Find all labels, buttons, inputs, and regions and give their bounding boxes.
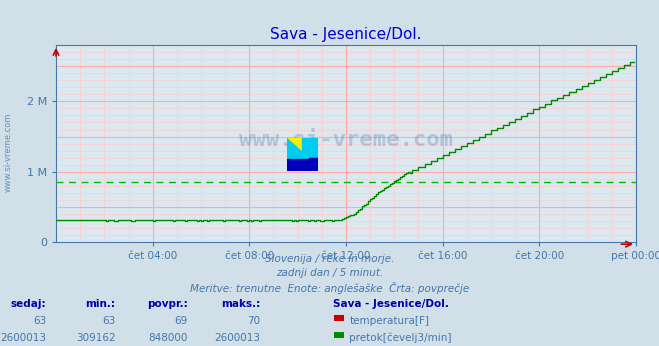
Text: min.:: min.: (85, 299, 115, 309)
Text: www.si-vreme.com: www.si-vreme.com (239, 130, 453, 150)
Text: sedaj:: sedaj: (11, 299, 46, 309)
Text: www.si-vreme.com: www.si-vreme.com (3, 112, 13, 192)
Text: 2600013: 2600013 (214, 333, 260, 343)
Text: Slovenija / reke in morje.: Slovenija / reke in morje. (265, 254, 394, 264)
Text: zadnji dan / 5 minut.: zadnji dan / 5 minut. (276, 268, 383, 278)
Text: 2600013: 2600013 (0, 333, 46, 343)
Polygon shape (287, 138, 309, 158)
Text: 63: 63 (102, 316, 115, 326)
Text: 848000: 848000 (148, 333, 188, 343)
Text: maks.:: maks.: (221, 299, 260, 309)
Bar (287, 138, 302, 158)
Text: 69: 69 (175, 316, 188, 326)
Text: pretok[čevelj3/min]: pretok[čevelj3/min] (349, 333, 452, 343)
Text: povpr.:: povpr.: (147, 299, 188, 309)
Text: temperatura[F]: temperatura[F] (349, 316, 429, 326)
Text: 309162: 309162 (76, 333, 115, 343)
Text: 63: 63 (33, 316, 46, 326)
Text: Sava - Jesenice/Dol.: Sava - Jesenice/Dol. (333, 299, 449, 309)
Bar (302, 138, 318, 158)
Bar (287, 158, 318, 171)
Text: 70: 70 (247, 316, 260, 326)
Title: Sava - Jesenice/Dol.: Sava - Jesenice/Dol. (270, 27, 422, 43)
Text: Meritve: trenutne  Enote: anglešaške  Črta: povprečje: Meritve: trenutne Enote: anglešaške Črta… (190, 282, 469, 294)
